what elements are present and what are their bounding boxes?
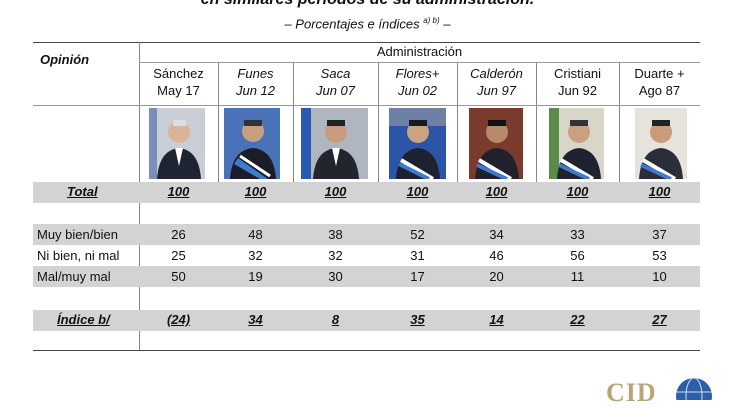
col-date: Ago 87 bbox=[638, 83, 681, 98]
subtitle-text: – Porcentajes e índices bbox=[284, 16, 420, 32]
table-cell: 46 bbox=[489, 248, 504, 263]
table-cell: 52 bbox=[410, 227, 425, 242]
mal-row-band bbox=[33, 266, 700, 287]
total-cell: 100 bbox=[566, 184, 589, 199]
col-divider-2 bbox=[293, 62, 294, 182]
portrait-calderon bbox=[469, 108, 523, 179]
col-date: Jun 07 bbox=[315, 83, 356, 98]
col-divider-3 bbox=[378, 62, 379, 182]
col-date: Jun 02 bbox=[397, 83, 438, 98]
total-cell: 100 bbox=[648, 184, 671, 199]
table-cell: 32 bbox=[248, 248, 263, 263]
portrait-funes bbox=[224, 108, 280, 179]
row-label-mal: Mal/muy mal bbox=[37, 269, 111, 284]
indice-cell: 8 bbox=[331, 312, 340, 327]
subtitle-end: – bbox=[443, 16, 451, 32]
bottom-rule bbox=[33, 350, 700, 351]
total-row-band bbox=[33, 182, 700, 203]
portrait-duarte bbox=[635, 108, 687, 179]
table-cell: 50 bbox=[171, 269, 186, 284]
administration-header: Administración bbox=[376, 44, 463, 59]
col-name: Cristiani bbox=[554, 66, 601, 81]
col-head-sanchez: Sánchez May 17 bbox=[139, 65, 218, 99]
row-label-indice: Índice b/ bbox=[57, 312, 110, 327]
col-date: Jun 12 bbox=[235, 83, 276, 98]
col-head-duarte: Duarte + Ago 87 bbox=[619, 65, 700, 99]
indice-cell: 22 bbox=[570, 312, 585, 327]
total-cell: 100 bbox=[406, 184, 429, 199]
table-cell: 33 bbox=[570, 227, 585, 242]
table-cell: 20 bbox=[489, 269, 504, 284]
col-name: Duarte + bbox=[634, 66, 685, 81]
table-subtitle: – Porcentajes e índices a) b) – bbox=[0, 16, 735, 31]
portrait-saca bbox=[301, 108, 368, 179]
table-cell: 32 bbox=[328, 248, 343, 263]
total-cell: 100 bbox=[485, 184, 508, 199]
col-date: May 17 bbox=[157, 83, 200, 98]
globe-icon bbox=[676, 377, 712, 400]
col-name: Calderón bbox=[470, 66, 523, 81]
table-cell: 34 bbox=[489, 227, 504, 242]
table-cell: 48 bbox=[248, 227, 263, 242]
top-rule bbox=[33, 42, 700, 43]
indice-cell: 35 bbox=[410, 312, 425, 327]
admin-rule bbox=[139, 62, 700, 63]
col-head-saca: Saca Jun 07 bbox=[293, 65, 378, 99]
total-cell: 100 bbox=[244, 184, 267, 199]
table-cell: 25 bbox=[171, 248, 186, 263]
col-divider-6 bbox=[619, 62, 620, 182]
portrait-cristiani bbox=[549, 108, 604, 179]
table-title: en similares períodos de su administraci… bbox=[0, 0, 735, 9]
table-cell: 56 bbox=[570, 248, 585, 263]
indice-row-band bbox=[33, 310, 700, 331]
indice-cell: 27 bbox=[652, 312, 667, 327]
muy-bien-row-band bbox=[33, 224, 700, 245]
col-head-funes: Funes Jun 12 bbox=[218, 65, 293, 99]
row-label-total: Total bbox=[67, 184, 98, 199]
cid-logo: CID bbox=[606, 378, 657, 407]
head-rule bbox=[33, 105, 700, 106]
col-head-flores: Flores+ Jun 02 bbox=[378, 65, 457, 99]
table-cell: 10 bbox=[652, 269, 667, 284]
col-head-cristiani: Cristiani Jun 92 bbox=[536, 65, 619, 99]
table-cell: 19 bbox=[248, 269, 263, 284]
col-name: Saca bbox=[320, 66, 351, 81]
table-cell: 11 bbox=[570, 269, 585, 284]
col-divider-5 bbox=[536, 62, 537, 182]
portrait-flores bbox=[389, 108, 446, 179]
table-cell: 31 bbox=[410, 248, 425, 263]
col-divider-1 bbox=[218, 62, 219, 182]
indice-cell: 34 bbox=[248, 312, 263, 327]
table-cell: 53 bbox=[652, 248, 667, 263]
col-name: Sánchez bbox=[153, 66, 204, 81]
table-cell: 37 bbox=[652, 227, 667, 242]
col-date: Jun 97 bbox=[476, 83, 517, 98]
indice-cell: 14 bbox=[489, 312, 504, 327]
table-cell: 26 bbox=[171, 227, 186, 242]
total-cell: 100 bbox=[167, 184, 190, 199]
table-cell: 38 bbox=[328, 227, 343, 242]
portrait-sanchez bbox=[149, 108, 205, 179]
table-cell: 30 bbox=[328, 269, 343, 284]
col-date: Jun 92 bbox=[557, 83, 598, 98]
indice-cell: (24) bbox=[166, 312, 191, 327]
row-label-muy-bien: Muy bien/bien bbox=[37, 227, 118, 242]
subtitle-footnote: a) b) bbox=[423, 16, 440, 25]
col-head-calderon: Calderón Jun 97 bbox=[457, 65, 536, 99]
table-cell: 17 bbox=[410, 269, 425, 284]
total-cell: 100 bbox=[324, 184, 347, 199]
opinion-header: Opinión bbox=[40, 52, 90, 67]
col-divider-4 bbox=[457, 62, 458, 182]
col-name: Funes bbox=[237, 66, 274, 81]
row-label-ni-bien: Ni bien, ni mal bbox=[37, 248, 120, 263]
col-name: Flores+ bbox=[395, 66, 440, 81]
